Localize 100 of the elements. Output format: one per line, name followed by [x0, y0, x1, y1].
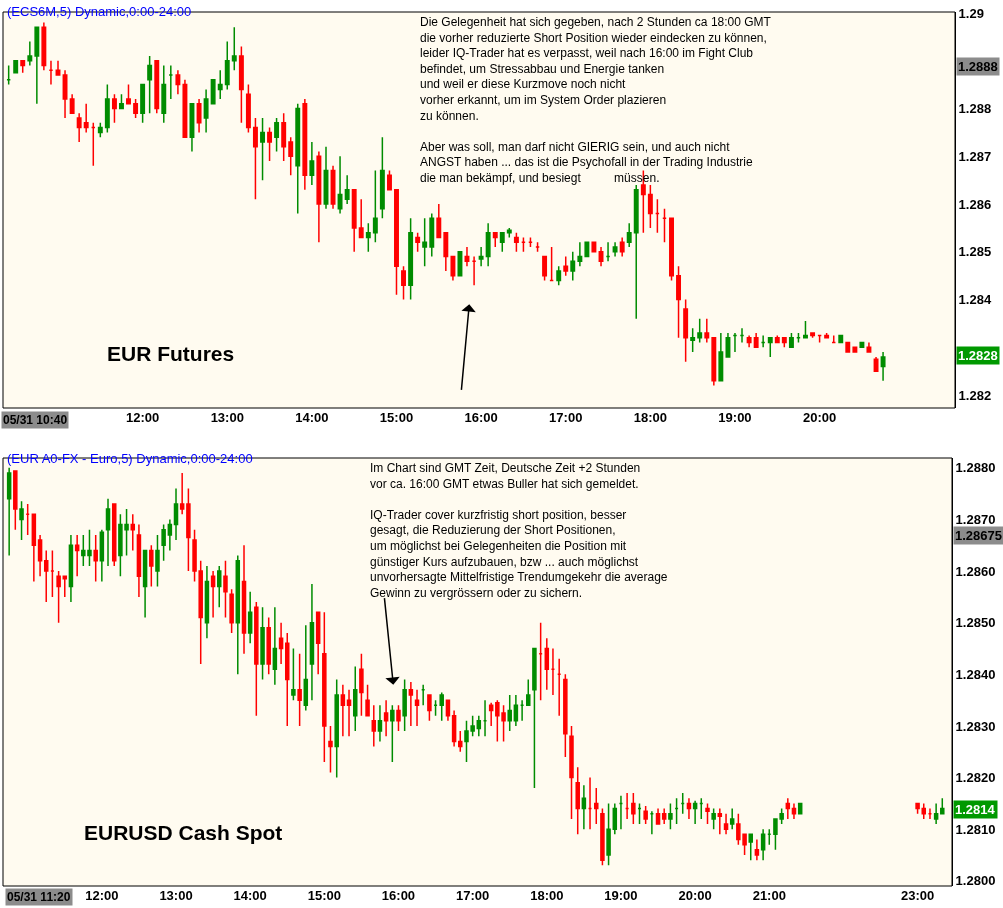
candlestick	[20, 59, 26, 74]
candlestick	[575, 766, 580, 836]
candlestick	[810, 332, 816, 339]
text: 1.2814	[955, 802, 996, 817]
candlestick	[556, 658, 562, 717]
candlestick	[499, 231, 505, 253]
x-tick-label: 15:00	[307, 888, 341, 903]
candlestick	[647, 184, 653, 229]
x-tick-label: 21:00	[752, 888, 786, 903]
chart-title: (EUR A0-FX - Euro,5) Dynamic,0:00-24:00	[7, 451, 253, 466]
candlestick	[278, 621, 284, 665]
candlestick	[754, 838, 760, 861]
candlestick	[68, 534, 74, 603]
candlestick	[238, 45, 244, 124]
candlestick	[322, 611, 327, 763]
candlestick	[346, 689, 352, 738]
y-tick-label: 1.284	[958, 292, 992, 308]
y-tick-label: 1.2800	[955, 873, 996, 889]
y-tick-label: 1.2860	[955, 563, 996, 579]
candlestick	[711, 807, 716, 830]
candlestick	[507, 694, 512, 732]
candlestick	[662, 208, 667, 243]
candlestick	[6, 467, 12, 557]
candlestick	[439, 691, 444, 722]
candlestick	[379, 136, 385, 220]
candlestick	[940, 797, 945, 815]
candlestick	[476, 714, 482, 738]
x-tick-label: 19:00	[604, 888, 638, 903]
candlestick	[235, 554, 241, 676]
candlestick	[62, 575, 68, 598]
candlestick	[344, 174, 350, 205]
candlestick	[352, 665, 358, 732]
candlestick	[149, 544, 154, 588]
candlestick	[550, 647, 556, 696]
candlestick	[216, 565, 222, 608]
candlestick	[415, 231, 421, 253]
candlestick	[186, 487, 191, 572]
candlestick	[433, 699, 438, 717]
candlestick	[387, 169, 392, 191]
text: 05/31 10:40	[3, 413, 68, 427]
candlestick	[676, 265, 682, 339]
annotation: EURUSD Cash Spot	[84, 821, 283, 844]
candlestick	[142, 549, 148, 619]
candlestick	[824, 332, 830, 339]
candlestick	[43, 549, 49, 603]
candlestick	[606, 802, 611, 867]
text: 1.2888	[958, 59, 998, 74]
candlestick	[358, 198, 364, 239]
candlestick	[513, 694, 519, 727]
candlestick	[683, 298, 689, 363]
candlestick	[147, 55, 153, 115]
candlestick	[464, 246, 470, 267]
candlestick	[587, 776, 593, 830]
candlestick	[520, 236, 526, 253]
y-tick-label: 1.286	[958, 196, 992, 212]
x-tick-label: 13:00	[210, 410, 244, 425]
y-tick-label: 1.2820	[955, 770, 996, 786]
x-tick-label: 20:00	[678, 888, 712, 903]
candlestick	[351, 188, 357, 253]
candlestick	[241, 544, 247, 655]
candlestick	[315, 611, 321, 676]
candlestick	[377, 704, 383, 743]
candlestick	[668, 802, 673, 830]
candlestick	[927, 807, 933, 820]
y-tick-label: 1.282	[958, 387, 992, 403]
candlestick	[260, 117, 266, 181]
candlestick	[274, 117, 280, 153]
candlestick	[19, 500, 24, 541]
candlestick	[340, 683, 346, 738]
candlestick	[62, 69, 68, 119]
y-tick-label: 1.288	[958, 101, 992, 117]
candlestick	[104, 83, 110, 134]
candlestick	[618, 794, 624, 830]
candlestick	[394, 188, 399, 296]
candlestick	[288, 136, 294, 177]
candlestick	[643, 805, 648, 825]
candlestick	[538, 621, 543, 701]
candlestick	[519, 699, 525, 722]
annotation: EUR Futures	[107, 342, 235, 365]
candlestick	[130, 513, 136, 552]
candlestick	[598, 246, 604, 267]
candlestick	[272, 606, 278, 686]
candlestick	[154, 59, 160, 115]
candlestick	[372, 169, 378, 243]
candlestick	[624, 792, 630, 820]
y-tick-label: 1.2850	[955, 615, 996, 631]
candlestick	[569, 725, 574, 820]
candlestick	[669, 217, 674, 282]
candlestick	[492, 231, 498, 248]
candlestick	[845, 341, 851, 353]
candlestick	[204, 565, 210, 639]
candlestick	[791, 802, 797, 820]
candlestick	[175, 69, 181, 95]
candlestick	[97, 122, 103, 138]
candlestick	[196, 98, 202, 134]
candlestick	[161, 64, 167, 124]
candlestick	[93, 534, 98, 583]
candlestick	[13, 59, 19, 74]
candlestick	[803, 320, 808, 339]
candlestick	[795, 332, 801, 344]
